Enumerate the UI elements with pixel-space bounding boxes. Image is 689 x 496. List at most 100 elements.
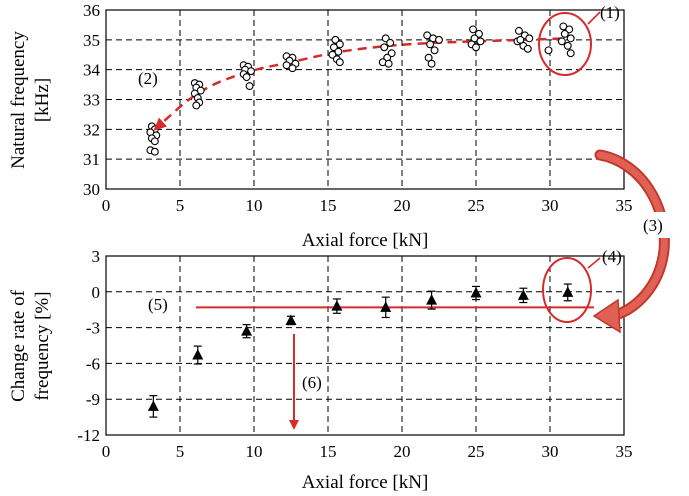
triangle-marker [380, 301, 392, 312]
error-bar-point [380, 296, 392, 319]
y-tick-label: 3 [92, 247, 101, 266]
top-data-points [146, 22, 575, 156]
error-bar-point [470, 285, 482, 301]
x-tick-label: 5 [176, 442, 185, 461]
data-point [150, 147, 159, 156]
data-point [563, 41, 572, 50]
data-point [288, 64, 297, 73]
bottom-plot-frame [105, 255, 625, 436]
data-point [523, 44, 532, 53]
x-tick-label: 30 [542, 442, 559, 461]
annotation-3: (3) [643, 216, 663, 235]
bottom-y-axis-label-line1: Change rate of [8, 289, 29, 402]
data-point [476, 37, 485, 46]
top-y-ticks: 30 31 32 33 34 35 36 [83, 1, 101, 199]
y-tick-label: 35 [83, 31, 100, 50]
data-point [566, 34, 575, 43]
x-tick-label: 0 [102, 196, 111, 215]
x-tick-label: 10 [246, 196, 263, 215]
triangle-marker [517, 289, 529, 300]
data-point [430, 46, 439, 55]
x-tick-label: 15 [320, 196, 337, 215]
y-tick-label: 32 [83, 120, 100, 139]
top-grid [106, 10, 624, 189]
bottom-grid [106, 256, 624, 435]
top-plot-frame [105, 9, 625, 190]
data-point [544, 46, 553, 55]
x-tick-label: 25 [468, 196, 485, 215]
y-tick-label: -12 [77, 426, 100, 445]
data-point [384, 59, 393, 68]
bottom-x-ticks: 0 5 10 15 20 25 30 35 [102, 442, 633, 461]
y-tick-label: -3 [86, 319, 100, 338]
annotation-3-backdrop [640, 212, 680, 238]
annotation-4: (4) [602, 247, 622, 266]
x-tick-label: 35 [616, 196, 633, 215]
annotation-2: (2) [138, 69, 158, 88]
error-bar-point [147, 395, 159, 418]
x-tick-label: 25 [468, 442, 485, 461]
y-tick-label: 0 [92, 283, 101, 302]
annotation-1: (1) [600, 3, 620, 22]
error-bar-point [331, 298, 343, 314]
x-tick-label: 20 [394, 442, 411, 461]
bottom-plot: 30-3-6-9-12 0 5 10 15 20 25 30 35 (4) (5) (6) A… [8, 247, 633, 493]
error-bar-point [562, 283, 574, 302]
error-bar-point [241, 324, 253, 339]
top-y-axis-label-line2: [kHz] [32, 78, 53, 122]
y-tick-label: 33 [83, 91, 100, 110]
data-point [566, 49, 575, 58]
error-bar-point [517, 287, 529, 304]
data-point [380, 43, 389, 52]
data-point [514, 26, 523, 35]
triangle-marker [285, 314, 297, 325]
annotation-leader-4 [587, 257, 601, 269]
bottom-data-points [147, 283, 574, 418]
data-point [242, 73, 251, 82]
x-tick-label: 0 [102, 442, 111, 461]
triangle-marker [192, 349, 204, 360]
y-tick-label: -9 [86, 390, 100, 409]
data-point [435, 35, 443, 44]
x-tick-label: 30 [542, 196, 559, 215]
data-point [560, 29, 569, 38]
y-tick-label: 30 [83, 180, 100, 199]
y-tick-label: 36 [83, 1, 100, 20]
top-x-axis-label: Axial force [kN] [302, 230, 429, 251]
data-point [557, 37, 566, 46]
triangle-marker [147, 400, 159, 411]
error-bar-point [192, 345, 204, 365]
x-tick-label: 10 [246, 442, 263, 461]
triangle-marker [241, 325, 253, 336]
annotation-leader-1 [587, 11, 601, 25]
annotation-circle-4 [542, 257, 592, 323]
x-tick-label: 15 [320, 442, 337, 461]
data-point [472, 43, 480, 52]
data-point [469, 25, 477, 34]
error-bar-point [426, 290, 438, 310]
data-point [427, 59, 436, 68]
y-tick-label: 34 [83, 61, 101, 80]
data-point [525, 34, 534, 43]
data-point [335, 58, 344, 67]
top-y-axis-label-line1: Natural frequency [8, 31, 29, 169]
data-point [245, 82, 254, 91]
data-point [247, 67, 255, 76]
y-tick-label: 31 [83, 150, 100, 169]
trend-arrowhead [153, 117, 168, 131]
error-bar-point [285, 314, 297, 326]
annotation-circle-1 [538, 12, 592, 76]
triangle-marker [331, 300, 343, 311]
bottom-y-axis-label-line2: frequency [%] [32, 291, 53, 400]
top-plot: 30 31 32 33 34 35 36 0 5 10 15 20 25 30 35 (1) (2) Ax… [8, 1, 633, 251]
data-point [386, 38, 395, 47]
data-point [192, 101, 201, 110]
connector-arrowhead-3 [592, 298, 621, 334]
triangle-marker [470, 286, 482, 298]
annotation-6: (6) [302, 373, 322, 392]
top-x-ticks: 0 5 10 15 20 25 30 35 [102, 196, 633, 215]
data-point [426, 40, 435, 49]
triangle-marker [562, 286, 574, 297]
top-trend-curve [152, 37, 568, 132]
